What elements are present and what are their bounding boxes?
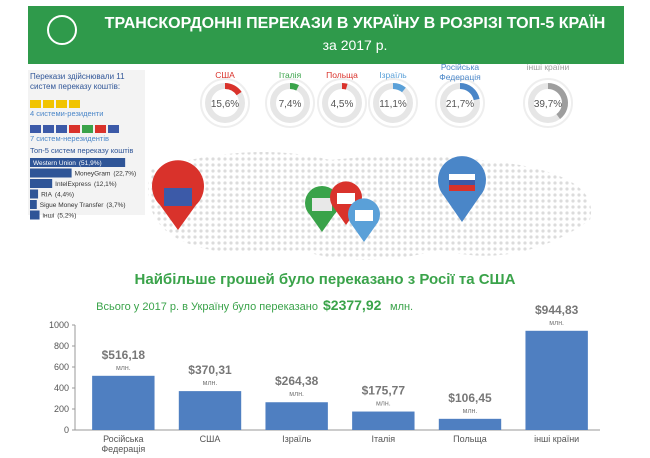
system-name: Sigue Money Transfer <box>40 202 104 209</box>
donut-label: 11,1% <box>379 99 407 110</box>
y-tick-label: 400 <box>54 383 69 393</box>
bar-value: $516,18 <box>102 348 146 362</box>
y-tick-label: 1000 <box>49 320 69 330</box>
bar-unit: млн. <box>376 401 391 408</box>
bar <box>352 411 415 430</box>
x-tick-label: Польща <box>453 434 487 444</box>
system-name: IntelExpress <box>55 181 92 188</box>
x-tick-label: Ізраїль <box>282 434 312 444</box>
donut-arc <box>547 83 568 119</box>
system-share: (12,1%) <box>94 181 117 188</box>
donut-label: 39,7% <box>534 99 562 110</box>
residents: 4 системи-резиденти <box>30 109 103 118</box>
system-bar <box>30 200 37 209</box>
system-bar <box>30 158 126 167</box>
logo <box>47 15 77 45</box>
system-share: (4,4%) <box>55 192 74 199</box>
subtitle: за 2017 р. <box>323 37 388 53</box>
donut-category: Ізраїль <box>379 70 407 80</box>
donut-category: Польща <box>326 70 358 80</box>
system-share: (5,2%) <box>57 213 76 220</box>
system-share: (22,7%) <box>113 171 136 178</box>
bar-value: $370,31 <box>188 363 232 377</box>
donut-arc <box>341 83 348 90</box>
bar <box>265 402 328 430</box>
donut-category: Італія <box>278 70 302 80</box>
headline: Найбільше грошей було переказано з Росії… <box>135 271 516 288</box>
bar <box>438 418 502 430</box>
donut-category: США <box>215 70 235 80</box>
donut-arc <box>289 83 299 91</box>
system-bar <box>30 179 53 188</box>
system-share: (3,7%) <box>106 202 125 209</box>
donut-category: Російська Федерація <box>439 62 481 82</box>
donut-label: 7,4% <box>279 99 302 110</box>
total-unit: млн. <box>390 301 413 313</box>
header-band <box>28 6 624 64</box>
system-name: інші <box>43 212 55 220</box>
bar-value: $106,45 <box>448 391 492 405</box>
nonresidents: 7 систем-нерезидентів <box>30 134 109 143</box>
system-label: Western Union (51,9%) <box>33 160 102 167</box>
system-name: Western Union <box>33 160 76 167</box>
pins <box>152 156 486 242</box>
bar-value: $175,77 <box>362 384 406 398</box>
x-tick-label: Італія <box>371 434 396 444</box>
bar-unit: млн. <box>463 408 478 415</box>
system-label: RIA (4,4%) <box>41 192 74 199</box>
y-tick-label: 0 <box>64 425 69 435</box>
hbar-title: Топ-5 систем переказу коштів <box>30 146 133 155</box>
system-label: MoneyGram (22,7%) <box>75 171 137 178</box>
bar-unit: млн. <box>116 365 131 372</box>
y-tick-label: 800 <box>54 341 69 351</box>
systems-title: Перекази здійснювали 11 систем переказу … <box>30 72 125 91</box>
system-name: RIA <box>41 192 53 199</box>
bar-value: $944,83 <box>535 303 579 317</box>
bar-unit: млн. <box>203 380 218 387</box>
donut-arc <box>459 83 480 101</box>
system-name: MoneyGram <box>75 171 111 178</box>
system-label: IntelExpress (12,1%) <box>55 181 117 188</box>
donut-label: 4,5% <box>331 99 354 110</box>
donut-category: інші країни <box>526 62 570 72</box>
system-share: (51,9%) <box>79 160 102 167</box>
system-bar <box>30 168 72 178</box>
sidebar <box>28 70 145 215</box>
bar-unit: млн. <box>289 391 304 398</box>
system-label: інші (5,2%) <box>43 212 77 220</box>
total-text: Всього у 2017 р. в Україну було переказа… <box>96 301 318 313</box>
bar-value: $264,38 <box>275 374 319 388</box>
x-tick-label: інші країни <box>534 434 580 444</box>
system-bar <box>30 189 39 199</box>
donut-label: 15,6% <box>211 99 239 110</box>
x-tick-label: Російська Федерація <box>101 434 146 454</box>
total-value: $2377,92 <box>323 297 382 313</box>
system-label: Sigue Money Transfer (3,7%) <box>40 202 126 209</box>
y-tick-label: 200 <box>54 404 69 414</box>
bar <box>525 330 588 430</box>
title: ТРАНСКОРДОННІ ПЕРЕКАЗИ В УКРАЇНУ В РОЗРІ… <box>105 14 606 32</box>
flags <box>30 100 119 133</box>
y-tick-label: 600 <box>54 362 69 372</box>
donut-label: 21,7% <box>446 99 474 110</box>
donut-arc <box>224 83 242 96</box>
bar-unit: млн. <box>549 320 564 327</box>
x-tick-label: США <box>199 434 221 444</box>
donut-arc <box>392 83 406 93</box>
bar <box>92 375 155 430</box>
bar <box>178 391 242 430</box>
system-bar <box>30 210 40 220</box>
